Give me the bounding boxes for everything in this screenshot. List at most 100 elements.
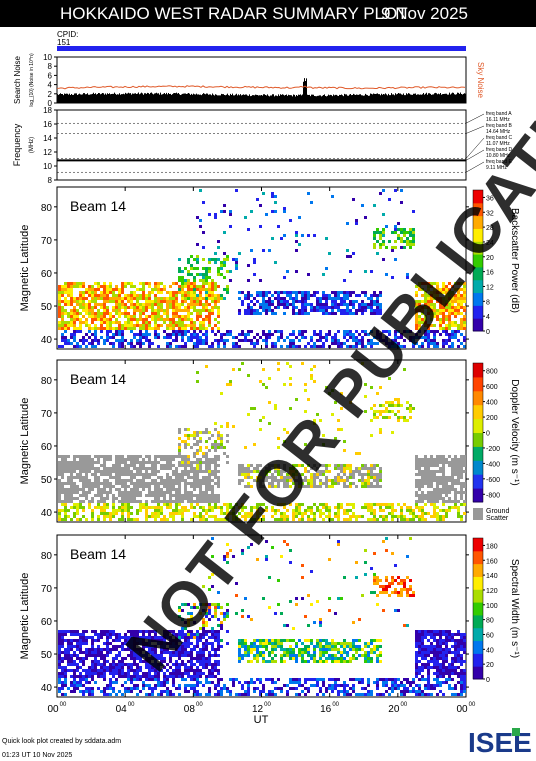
- power-cell: [172, 291, 175, 294]
- velocity-cell: [88, 485, 91, 488]
- power-cell: [154, 309, 157, 312]
- power-cell: [382, 258, 385, 261]
- power-cell: [139, 282, 142, 285]
- velocity-cell: [283, 440, 286, 443]
- velocity-cell: [154, 494, 157, 497]
- velocity-cell: [355, 467, 358, 470]
- width-cell: [82, 636, 85, 639]
- power-cell: [190, 264, 193, 267]
- velocity-cell: [352, 470, 355, 473]
- velocity-cell: [91, 473, 94, 476]
- velocity-cell: [115, 461, 118, 464]
- power-cell: [334, 297, 337, 300]
- velocity-cell: [451, 464, 454, 467]
- power-cell: [364, 345, 367, 348]
- width-cell: [133, 645, 136, 648]
- width-cell: [151, 636, 154, 639]
- power-cell: [268, 303, 271, 306]
- velocity-cell: [424, 503, 427, 506]
- velocity-cell: [313, 365, 316, 368]
- power-cell: [442, 318, 445, 321]
- power-cell: [157, 282, 160, 285]
- power-cell: [385, 342, 388, 345]
- width-cell: [175, 639, 178, 642]
- width-cell: [91, 642, 94, 645]
- velocity-cell: [169, 503, 172, 506]
- velocity-cell: [349, 473, 352, 476]
- width-cell: [139, 636, 142, 639]
- velocity-cell: [97, 491, 100, 494]
- power-cell: [310, 294, 313, 297]
- velocity-cell: [457, 476, 460, 479]
- width-cell: [97, 654, 100, 657]
- power-cell: [106, 333, 109, 336]
- power-cell: [64, 339, 67, 342]
- velocity-cell: [103, 488, 106, 491]
- velocity-cell: [178, 476, 181, 479]
- power-cell: [175, 282, 178, 285]
- power-cell: [256, 342, 259, 345]
- power-cell: [418, 303, 421, 306]
- power-cell: [430, 342, 433, 345]
- power-cell: [412, 336, 415, 339]
- power-cell: [88, 291, 91, 294]
- velocity-cell: [379, 413, 382, 416]
- velocity-cell: [253, 518, 256, 521]
- width-cell: [133, 657, 136, 660]
- velocity-cell: [166, 461, 169, 464]
- velocity-cell: [442, 515, 445, 518]
- velocity-cell: [355, 515, 358, 518]
- power-cell: [175, 306, 178, 309]
- velocity-cell: [193, 500, 196, 503]
- velocity-cell: [142, 464, 145, 467]
- power-cell: [67, 285, 70, 288]
- velocity-cell: [358, 473, 361, 476]
- velocity-cell: [436, 470, 439, 473]
- width-cell: [100, 690, 103, 693]
- power-cell: [67, 294, 70, 297]
- velocity-cell: [157, 503, 160, 506]
- width-cell: [178, 687, 181, 690]
- power-cell: [169, 294, 172, 297]
- width-cell: [106, 639, 109, 642]
- velocity-cell: [82, 458, 85, 461]
- power-cell: [133, 318, 136, 321]
- power-cell: [412, 237, 415, 240]
- width-cell: [58, 681, 61, 684]
- width-cell: [121, 666, 124, 669]
- velocity-cell: [121, 470, 124, 473]
- power-cell: [268, 306, 271, 309]
- width-cell: [115, 672, 118, 675]
- velocity-cell: [205, 500, 208, 503]
- velocity-cell: [286, 518, 289, 521]
- power-cell: [448, 288, 451, 291]
- power-cell: [115, 330, 118, 333]
- velocity-cell: [82, 506, 85, 509]
- velocity-cell: [244, 515, 247, 518]
- power-cell: [325, 309, 328, 312]
- width-cell: [166, 636, 169, 639]
- power-cell: [364, 330, 367, 333]
- power-cell: [73, 297, 76, 300]
- velocity-cell: [283, 512, 286, 515]
- power-cell: [295, 306, 298, 309]
- velocity-cell: [70, 488, 73, 491]
- velocity-cell: [442, 464, 445, 467]
- width-cell: [127, 672, 130, 675]
- width-cell: [166, 690, 169, 693]
- velocity-cell: [256, 479, 259, 482]
- power-cell: [229, 210, 232, 213]
- velocity-cell: [178, 443, 181, 446]
- power-cell: [130, 294, 133, 297]
- velocity-cell: [430, 464, 433, 467]
- velocity-cell: [154, 470, 157, 473]
- power-cell: [214, 339, 217, 342]
- power-cell: [331, 339, 334, 342]
- velocity-cell: [301, 473, 304, 476]
- velocity-cell: [256, 518, 259, 521]
- power-cell: [280, 297, 283, 300]
- power-cell: [142, 321, 145, 324]
- width-cell: [148, 672, 151, 675]
- velocity-cell: [421, 518, 424, 521]
- velocity-cell: [430, 479, 433, 482]
